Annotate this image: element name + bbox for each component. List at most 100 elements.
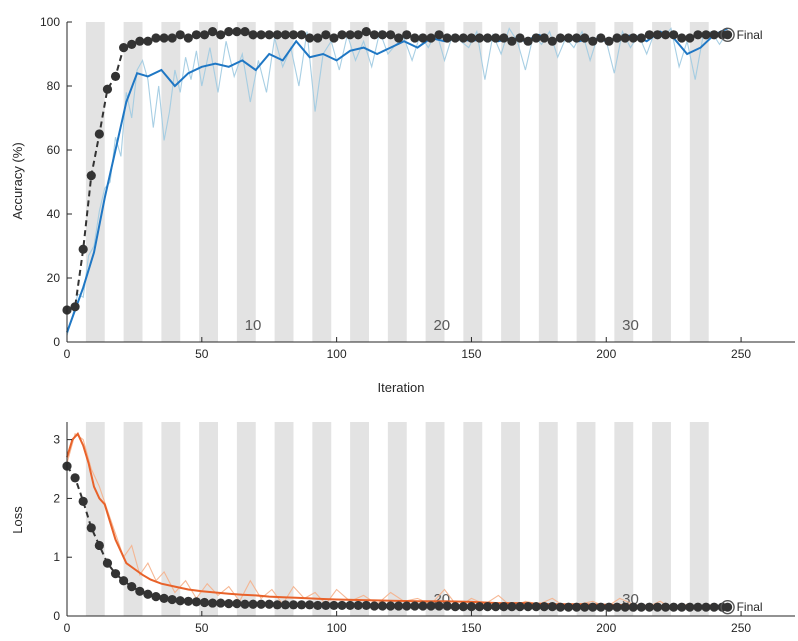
epoch-band	[312, 22, 332, 342]
epoch-band	[161, 22, 181, 342]
validation-point	[677, 602, 687, 612]
y-axis-label: Accuracy (%)	[10, 142, 25, 219]
validation-point	[248, 599, 258, 609]
validation-point	[199, 597, 210, 608]
validation-point	[636, 33, 646, 43]
validation-point	[159, 33, 169, 43]
x-tick-label: 150	[461, 621, 481, 635]
validation-point	[224, 27, 234, 37]
validation-point	[78, 244, 88, 254]
validation-point	[442, 33, 452, 43]
validation-point	[353, 30, 363, 40]
validation-point	[272, 30, 282, 40]
validation-point	[483, 33, 493, 43]
validation-point	[572, 33, 582, 43]
y-axis-label: Loss	[10, 506, 25, 534]
validation-point	[280, 30, 290, 40]
epoch-band	[538, 422, 558, 616]
epoch-band	[387, 422, 407, 616]
validation-point	[167, 594, 177, 605]
validation-point	[644, 30, 655, 40]
validation-point	[547, 36, 557, 46]
epoch-label: 30	[622, 317, 639, 334]
validation-point	[644, 602, 655, 612]
epoch-band	[614, 422, 634, 616]
validation-point	[507, 601, 517, 612]
validation-point	[669, 30, 679, 40]
validation-point	[620, 33, 630, 43]
validation-point	[531, 33, 541, 43]
validation-point	[216, 598, 226, 608]
validation-point	[426, 601, 436, 611]
validation-point	[660, 602, 671, 612]
epoch-band	[85, 422, 105, 616]
validation-point	[722, 30, 733, 40]
validation-point	[313, 33, 323, 43]
validation-point	[539, 601, 549, 612]
epoch-band	[161, 422, 181, 616]
validation-point	[143, 589, 153, 599]
validation-point	[175, 596, 185, 606]
epoch-band	[463, 422, 483, 616]
validation-point	[722, 602, 733, 612]
epoch-band	[501, 22, 520, 342]
validation-point	[491, 33, 501, 43]
validation-point	[515, 601, 525, 612]
validation-point	[660, 30, 671, 40]
y-tick-label: 1	[53, 550, 60, 564]
validation-point	[256, 30, 266, 40]
epoch-band	[652, 22, 671, 342]
validation-point	[652, 30, 663, 40]
epoch-band	[236, 22, 256, 342]
validation-point	[612, 602, 622, 612]
validation-point	[410, 601, 420, 611]
x-axis-label: Iteration	[378, 380, 425, 395]
validation-point	[151, 33, 161, 43]
validation-point	[224, 599, 234, 609]
validation-point	[588, 602, 598, 612]
validation-point	[240, 599, 250, 609]
validation-point	[329, 33, 339, 43]
validation-point	[135, 586, 145, 596]
validation-point	[693, 30, 703, 40]
x-tick-label: 250	[731, 621, 751, 635]
validation-point	[127, 582, 137, 592]
validation-point	[709, 602, 719, 612]
validation-point	[507, 36, 517, 46]
validation-point	[701, 602, 711, 612]
validation-point	[580, 33, 590, 43]
validation-point	[78, 496, 88, 506]
validation-point	[102, 558, 113, 568]
epoch-band	[538, 22, 558, 342]
epoch-band	[274, 22, 294, 342]
final-marker	[720, 599, 735, 615]
y-tick-label: 0	[53, 335, 60, 349]
y-tick-label: 20	[47, 271, 61, 285]
validation-point	[199, 30, 210, 40]
epoch-band	[614, 22, 634, 342]
x-tick-label: 200	[596, 347, 616, 361]
validation-point	[402, 601, 412, 611]
y-tick-label: 0	[53, 609, 60, 623]
validation-point	[410, 33, 420, 43]
validation-point	[547, 601, 557, 612]
validation-point	[612, 33, 622, 43]
x-tick-label: 0	[64, 621, 71, 635]
validation-point	[264, 30, 274, 40]
epoch-label: 10	[245, 317, 262, 334]
validation-point	[604, 602, 614, 612]
validation-point	[491, 601, 501, 612]
y-tick-label: 40	[47, 207, 61, 221]
validation-point	[232, 27, 242, 37]
validation-point	[345, 600, 355, 611]
validation-point	[321, 600, 331, 611]
epoch-band	[236, 422, 256, 616]
epoch-band	[199, 422, 218, 616]
validation-point	[305, 33, 315, 43]
y-tick-label: 80	[47, 79, 61, 93]
validation-point	[110, 569, 121, 579]
validation-point	[191, 30, 202, 40]
x-tick-label: 50	[195, 347, 209, 361]
validation-point	[580, 602, 590, 612]
